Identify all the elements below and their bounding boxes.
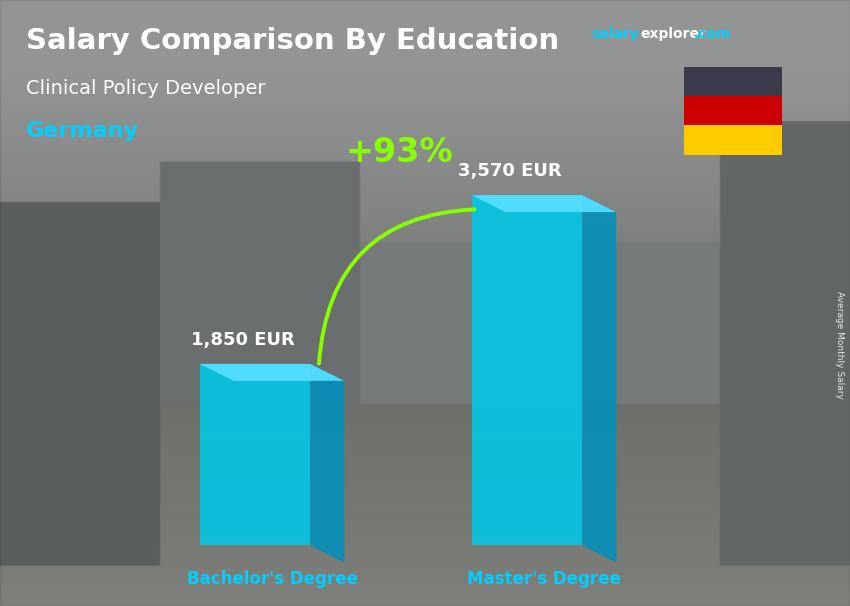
Polygon shape	[310, 364, 344, 562]
FancyArrowPatch shape	[319, 209, 474, 364]
Bar	[684, 67, 782, 96]
Text: 1,850 EUR: 1,850 EUR	[191, 331, 295, 348]
Text: salary: salary	[591, 27, 638, 41]
Text: Germany: Germany	[26, 121, 139, 141]
Polygon shape	[200, 364, 310, 545]
Text: Clinical Policy Developer: Clinical Policy Developer	[26, 79, 265, 98]
Text: Bachelor's Degree: Bachelor's Degree	[186, 570, 358, 588]
Polygon shape	[200, 364, 344, 381]
Text: 3,570 EUR: 3,570 EUR	[458, 162, 562, 180]
Polygon shape	[582, 195, 616, 562]
Polygon shape	[472, 195, 616, 212]
Text: Salary Comparison By Education: Salary Comparison By Education	[26, 27, 558, 55]
Text: Master's Degree: Master's Degree	[467, 570, 621, 588]
Bar	[684, 125, 782, 155]
Text: +93%: +93%	[346, 136, 453, 169]
Bar	[684, 96, 782, 125]
Text: explorer: explorer	[640, 27, 705, 41]
Polygon shape	[472, 195, 582, 545]
Text: Average Monthly Salary: Average Monthly Salary	[836, 291, 844, 399]
Text: .com: .com	[694, 27, 731, 41]
